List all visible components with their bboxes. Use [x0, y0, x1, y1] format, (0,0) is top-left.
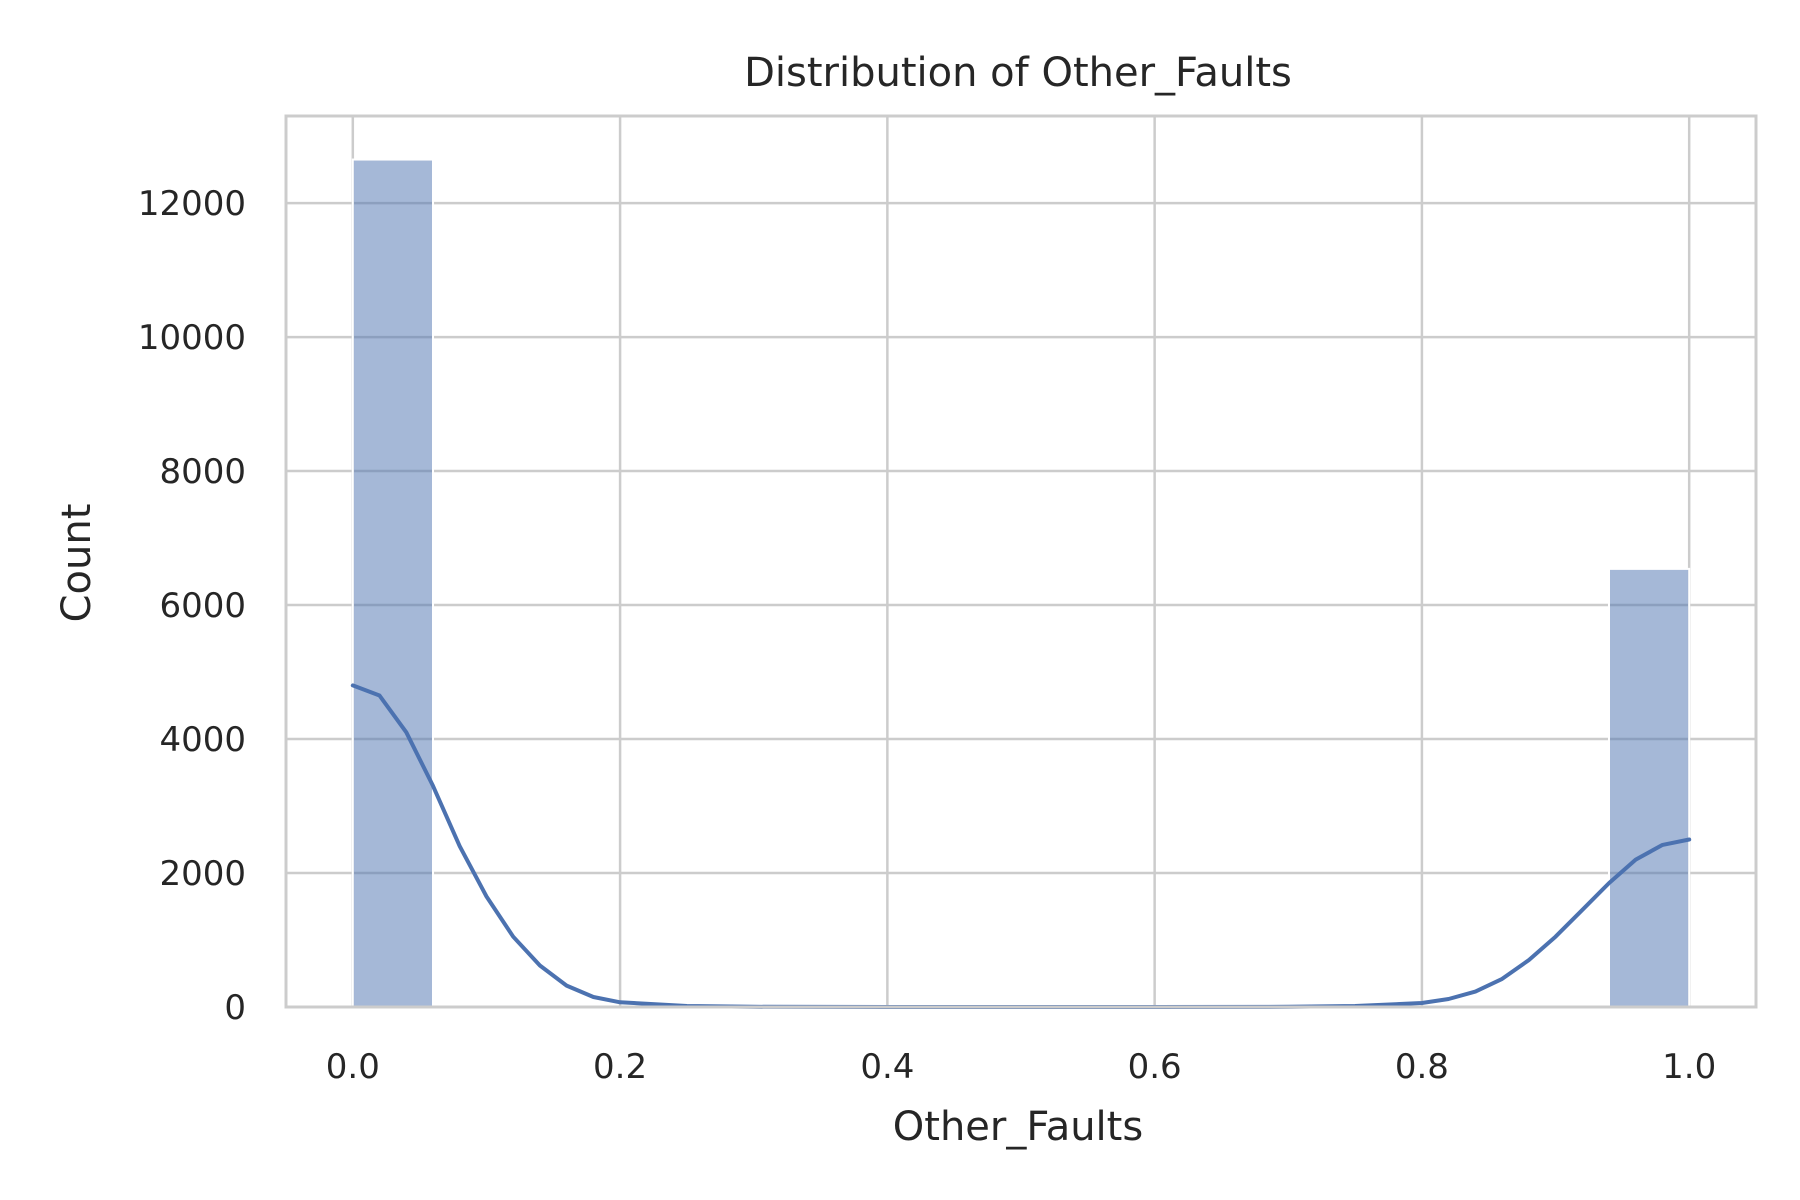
x-tick-labels: 0.0 0.2 0.4 0.6 0.8 1.0	[326, 1047, 1716, 1087]
histogram-bars	[351, 158, 1691, 1009]
x-tick-label: 1.0	[1662, 1047, 1716, 1087]
plot-frame	[284, 114, 1758, 1009]
x-tick-label: 0.8	[1395, 1047, 1449, 1087]
y-tick-label: 4000	[159, 720, 246, 760]
x-axis-label: Other_Faults	[893, 1104, 1143, 1150]
y-tick-label: 6000	[159, 586, 246, 626]
y-tick-label: 0	[224, 988, 246, 1028]
chart-title: Distribution of Other_Faults	[744, 50, 1292, 96]
y-tick-label: 2000	[159, 854, 246, 894]
y-tick-label: 8000	[159, 452, 246, 492]
plot-area	[284, 114, 1758, 1009]
histogram-bar	[1608, 567, 1691, 1009]
y-tick-label: 12000	[138, 184, 246, 224]
y-axis-label: Count	[54, 504, 100, 623]
x-tick-label: 0.0	[326, 1047, 380, 1087]
x-tick-label: 0.4	[860, 1047, 914, 1087]
x-tick-label: 0.6	[1128, 1047, 1182, 1087]
y-tick-label: 10000	[138, 318, 246, 358]
histogram-bar	[351, 158, 434, 1009]
x-tick-label: 0.2	[593, 1047, 647, 1087]
plot-background	[286, 116, 1756, 1007]
y-tick-labels: 0 2000 4000 6000 8000 10000 12000	[138, 184, 246, 1028]
